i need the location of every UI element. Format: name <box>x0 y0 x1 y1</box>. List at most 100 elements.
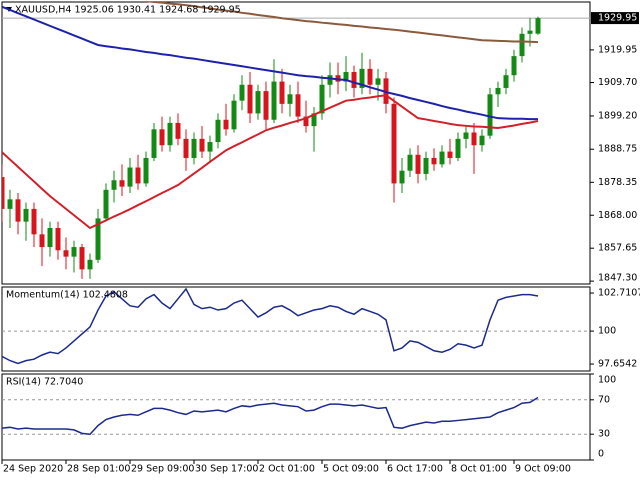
x-tick-label: 30 Sep 17:00 <box>195 464 258 475</box>
candle-body <box>519 33 525 57</box>
x-tick-label: 6 Oct 17:00 <box>387 464 443 475</box>
y-tick-label: 1847.30 <box>598 273 637 284</box>
candle-body <box>247 84 253 114</box>
candle-body <box>311 113 317 127</box>
y-tick-label: 1868.00 <box>598 210 637 221</box>
candle-body <box>103 189 109 219</box>
candle-body <box>415 154 421 174</box>
plot-area <box>2 2 590 279</box>
candle-body <box>279 81 285 104</box>
candle-body <box>23 208 29 222</box>
candle-body <box>479 135 485 146</box>
candle-body <box>39 234 45 248</box>
y-tick-label: 1909.70 <box>598 77 637 88</box>
panel-title: RSI(14) 72.7040 <box>6 377 83 388</box>
candle-body <box>255 91 261 114</box>
y-tick-label: 1878.35 <box>598 177 637 188</box>
indicator-line <box>2 94 539 230</box>
candle-body <box>215 119 221 143</box>
candle-body <box>7 199 13 209</box>
candle-body <box>79 247 85 270</box>
y-tick-label: 1919.95 <box>598 44 637 55</box>
candle-body <box>495 87 501 95</box>
rsi-panel <box>1 373 591 461</box>
candle-body <box>263 91 269 120</box>
momentum-panel <box>1 286 591 372</box>
y-tick-label: 0 <box>598 449 604 460</box>
candle-body <box>63 250 69 257</box>
candle-body <box>143 157 149 184</box>
plot-area <box>2 287 590 365</box>
candle-body <box>295 94 301 117</box>
candle-body <box>359 68 365 88</box>
candle-body <box>343 72 349 82</box>
candle-body <box>167 122 173 146</box>
y-tick-label: 102.7107 <box>598 288 640 299</box>
candle-body <box>15 199 21 222</box>
candle-body <box>375 78 381 85</box>
candle-body <box>95 218 101 260</box>
candle-body <box>423 157 429 174</box>
candle-body <box>455 138 461 158</box>
candle-body <box>327 75 333 85</box>
candle-body <box>127 167 133 187</box>
candle-body <box>431 157 437 165</box>
y-tick-label: 100 <box>598 375 616 386</box>
candle-body <box>303 116 309 127</box>
candle-body <box>87 259 93 270</box>
candle-body <box>223 119 229 130</box>
candle-body <box>151 129 157 158</box>
candle-body <box>527 30 533 34</box>
y-tick-label: 100 <box>598 326 616 337</box>
indicator-line <box>2 396 539 435</box>
y-tick-label: 70 <box>598 394 610 405</box>
candle-body <box>175 122 181 139</box>
candle-body <box>2 177 5 209</box>
plot-area <box>2 396 590 435</box>
candle-body <box>399 170 405 184</box>
indicator-line <box>145 2 539 44</box>
candle-body <box>207 142 213 152</box>
candle-body <box>239 84 245 101</box>
x-tick-label: 2 Oct 01:00 <box>259 464 315 475</box>
candle-body <box>159 129 165 146</box>
candle-body <box>287 94 293 104</box>
y-tick-label: 97.6542 <box>598 359 637 370</box>
candle-body <box>487 94 493 136</box>
candle-body <box>535 18 541 34</box>
candle-body <box>447 151 453 158</box>
candle-body <box>367 68 373 85</box>
x-tick-label: 29 Sep 09:00 <box>131 464 194 475</box>
candle-body <box>71 247 77 257</box>
x-tick-label: 5 Oct 09:00 <box>323 464 379 475</box>
candle-body <box>31 208 37 235</box>
y-tick-label: 1857.65 <box>598 243 637 254</box>
candle-body <box>503 75 509 88</box>
candle-body <box>511 56 517 76</box>
candle-body <box>351 72 357 88</box>
candle-body <box>463 132 469 139</box>
candle-body <box>47 227 53 248</box>
indicator-line <box>2 287 539 365</box>
candle-body <box>111 180 117 190</box>
x-tick-label: 8 Oct 01:00 <box>451 464 507 475</box>
x-tick-label: 24 Sep 2020 <box>3 464 63 475</box>
candle-body <box>407 154 413 171</box>
candle-body <box>231 100 237 130</box>
candle-body <box>471 132 477 146</box>
candle-body <box>271 81 277 120</box>
candle-body <box>55 227 61 251</box>
panel-title: Momentum(14) 102.4808 <box>6 290 128 301</box>
candle-body <box>191 138 197 158</box>
candle-body <box>119 180 125 187</box>
candle-body <box>135 167 141 184</box>
candle-body <box>439 151 445 165</box>
x-tick-label: 9 Oct 09:00 <box>515 464 571 475</box>
candle-body <box>391 103 397 184</box>
y-tick-label: 1899.20 <box>598 110 637 121</box>
last-price-box <box>591 12 639 25</box>
main-panel <box>1 1 591 285</box>
candle-body <box>319 84 325 114</box>
